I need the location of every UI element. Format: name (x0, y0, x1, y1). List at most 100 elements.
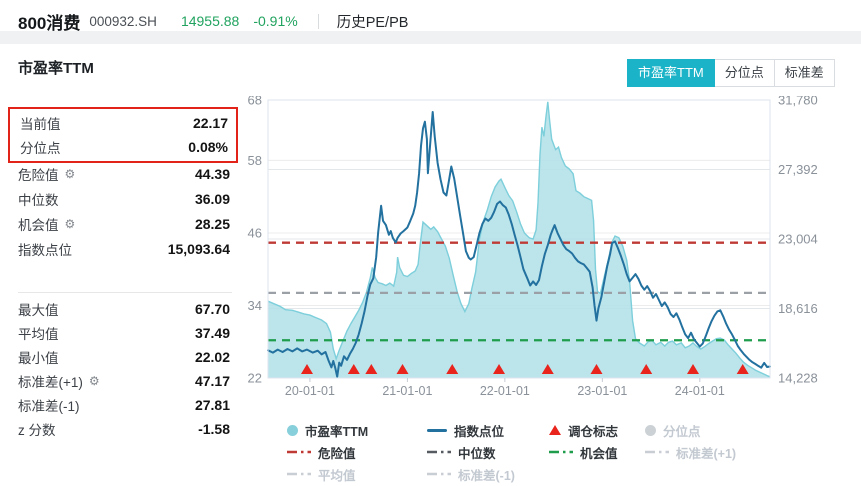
stat-label: 分位点 (20, 141, 61, 156)
x-axis-label: 22-01-01 (480, 384, 530, 396)
index-change-percent: -0.91% (253, 13, 298, 29)
right-axis-label: 27,392 (778, 162, 818, 177)
gear-icon[interactable]: ⚙ (64, 166, 76, 181)
rebalance-marker-icon (347, 364, 360, 374)
left-axis-label: 46 (248, 225, 262, 240)
stat-row: 标准差(-1) 27.81 (8, 393, 238, 417)
left-axis-label: 34 (248, 298, 262, 313)
index-level-line-icon (427, 428, 447, 432)
right-axis-label: 18,616 (778, 301, 818, 316)
rebalance-marker-icon (493, 364, 506, 374)
tab-group: 市盈率TTM 分位点 标准差 (627, 59, 835, 87)
header-divider (317, 13, 319, 29)
header-separator-band (0, 31, 861, 44)
rebalance-marker-icon (365, 364, 378, 374)
chart-legend: 市盈率TTM 指数点位 调仓标志 分位点危险值 中位数 机会值 标准差(+1) 平均值 标准差(… (287, 419, 757, 485)
right-axis-label: 23,004 (778, 232, 818, 247)
stat-row: 标准差(+1) ⚙ 47.17 (8, 369, 238, 393)
legend-label: 中位数 (458, 446, 496, 461)
stat-row: z 分数 -1.58 (8, 417, 238, 441)
tab-std-dev[interactable]: 标准差 (773, 59, 835, 87)
x-axis-label: 24-01-01 (675, 384, 725, 396)
stat-label: 当前值 (20, 117, 61, 132)
stddev-plus-1-dashdot-icon (645, 450, 669, 454)
stat-label: 危险值 ⚙ (18, 166, 76, 183)
left-axis-label: 58 (248, 153, 262, 168)
rebalance-marker-icon (300, 364, 313, 374)
stat-value: 15,093.64 (167, 240, 230, 257)
opportunity-dashdot-icon (549, 450, 573, 454)
stats-group-secondary: 最大值 67.70 平均值 37.49 最小值 22.02 标准差(+1) ⚙ 47.17 标准差… (8, 297, 238, 441)
rebalance-marker-icon (541, 364, 554, 374)
stat-label: 平均值 (18, 327, 59, 342)
legend-label: 危险值 (318, 446, 356, 461)
stat-value: 28.25 (194, 215, 230, 232)
legend-item-pe-ttm[interactable]: 市盈率TTM (287, 421, 427, 440)
legend-label: 标准差(-1) (458, 468, 515, 483)
gear-icon[interactable]: ⚙ (64, 216, 76, 231)
legend-item-index-level[interactable]: 指数点位 (427, 421, 549, 440)
legend-label: 标准差(+1) (676, 446, 737, 461)
legend-item-stddev-plus-1[interactable]: 标准差(+1) (645, 443, 757, 462)
x-axis-label: 23-01-01 (577, 384, 627, 396)
tab-pe-ttm[interactable]: 市盈率TTM (627, 59, 715, 87)
rebalance-marker-icon (736, 364, 749, 374)
stat-label: 机会值 ⚙ (18, 216, 76, 233)
index-name: 800消费 (18, 13, 81, 33)
stat-value: 37.49 (194, 325, 230, 341)
stat-label: 标准差(+1) ⚙ (18, 374, 100, 390)
legend-item-percentile[interactable]: 分位点 (645, 421, 757, 440)
stat-row: 机会值 ⚙ 28.25 (8, 211, 238, 236)
history-pe-pb-link[interactable]: 历史PE/PB (336, 14, 409, 31)
legend-item-median[interactable]: 中位数 (427, 443, 549, 462)
stat-value: -1.58 (198, 421, 230, 437)
median-dashdot-icon (427, 450, 451, 454)
valuation-chart: 20-01-01 21-01-01 22-01-01 23-01-01 24-01-01… (248, 96, 818, 396)
rebalance-marker-icon (640, 364, 653, 374)
rebalance-marker-icon (590, 364, 603, 374)
stat-row: 平均值 37.49 (8, 321, 238, 345)
legend-item-danger-value[interactable]: 危险值 (287, 443, 427, 462)
tab-percentile[interactable]: 分位点 (713, 59, 775, 87)
index-code: 000932.SH (89, 13, 157, 29)
gear-icon[interactable]: ⚙ (88, 374, 100, 388)
legend-item-opportunity[interactable]: 机会值 (549, 443, 645, 462)
left-axis-label: 22 (248, 371, 262, 386)
stat-row: 最小值 22.02 (8, 345, 238, 369)
legend-label: 分位点 (663, 424, 701, 439)
stat-label: z 分数 (18, 423, 56, 438)
stat-value: 47.17 (194, 373, 230, 389)
stat-row: 危险值 ⚙ 44.39 (8, 161, 238, 186)
average-dashdot-icon (287, 472, 311, 476)
legend-label: 调仓标志 (568, 424, 619, 439)
legend-item-rebalance-flag[interactable]: 调仓标志 (549, 421, 645, 440)
legend-label: 市盈率TTM (305, 424, 369, 439)
index-line-series (267, 111, 771, 378)
stat-row: 中位数 36.09 (8, 186, 238, 211)
legend-label: 指数点位 (454, 424, 505, 439)
stat-label: 标准差(-1) (18, 399, 80, 414)
right-axis-label: 14,228 (778, 371, 818, 386)
stat-label: 中位数 (18, 192, 59, 208)
index-price: 14955.88 (180, 13, 240, 29)
left-axis-label: 68 (248, 96, 262, 108)
stat-label: 指数点位 (18, 242, 72, 258)
rebalance-flag-triangle-icon (549, 425, 561, 435)
stat-row: 当前值 22.17 (10, 111, 236, 135)
legend-item-average[interactable]: 平均值 (287, 465, 427, 484)
section-title: 市盈率TTM (18, 60, 94, 77)
highlight-box: 当前值 22.17 分位点 0.08% (8, 107, 238, 163)
plot-border (267, 99, 771, 379)
danger-value-dashdot-icon (287, 450, 311, 454)
stat-value: 36.09 (194, 190, 230, 207)
stats-divider (18, 292, 232, 293)
pe-ttm-circle-icon (287, 424, 298, 436)
stat-value: 67.70 (194, 301, 230, 317)
rebalance-marker-icon (396, 364, 409, 374)
stddev-minus-1-dashdot-icon (427, 472, 451, 476)
rebalance-marker-icon (446, 364, 459, 374)
stat-label: 最小值 (18, 351, 59, 366)
right-axis-label: 31,780 (778, 96, 818, 108)
legend-item-stddev-minus-1[interactable]: 标准差(-1) (427, 465, 549, 484)
legend-label: 机会值 (580, 446, 618, 461)
